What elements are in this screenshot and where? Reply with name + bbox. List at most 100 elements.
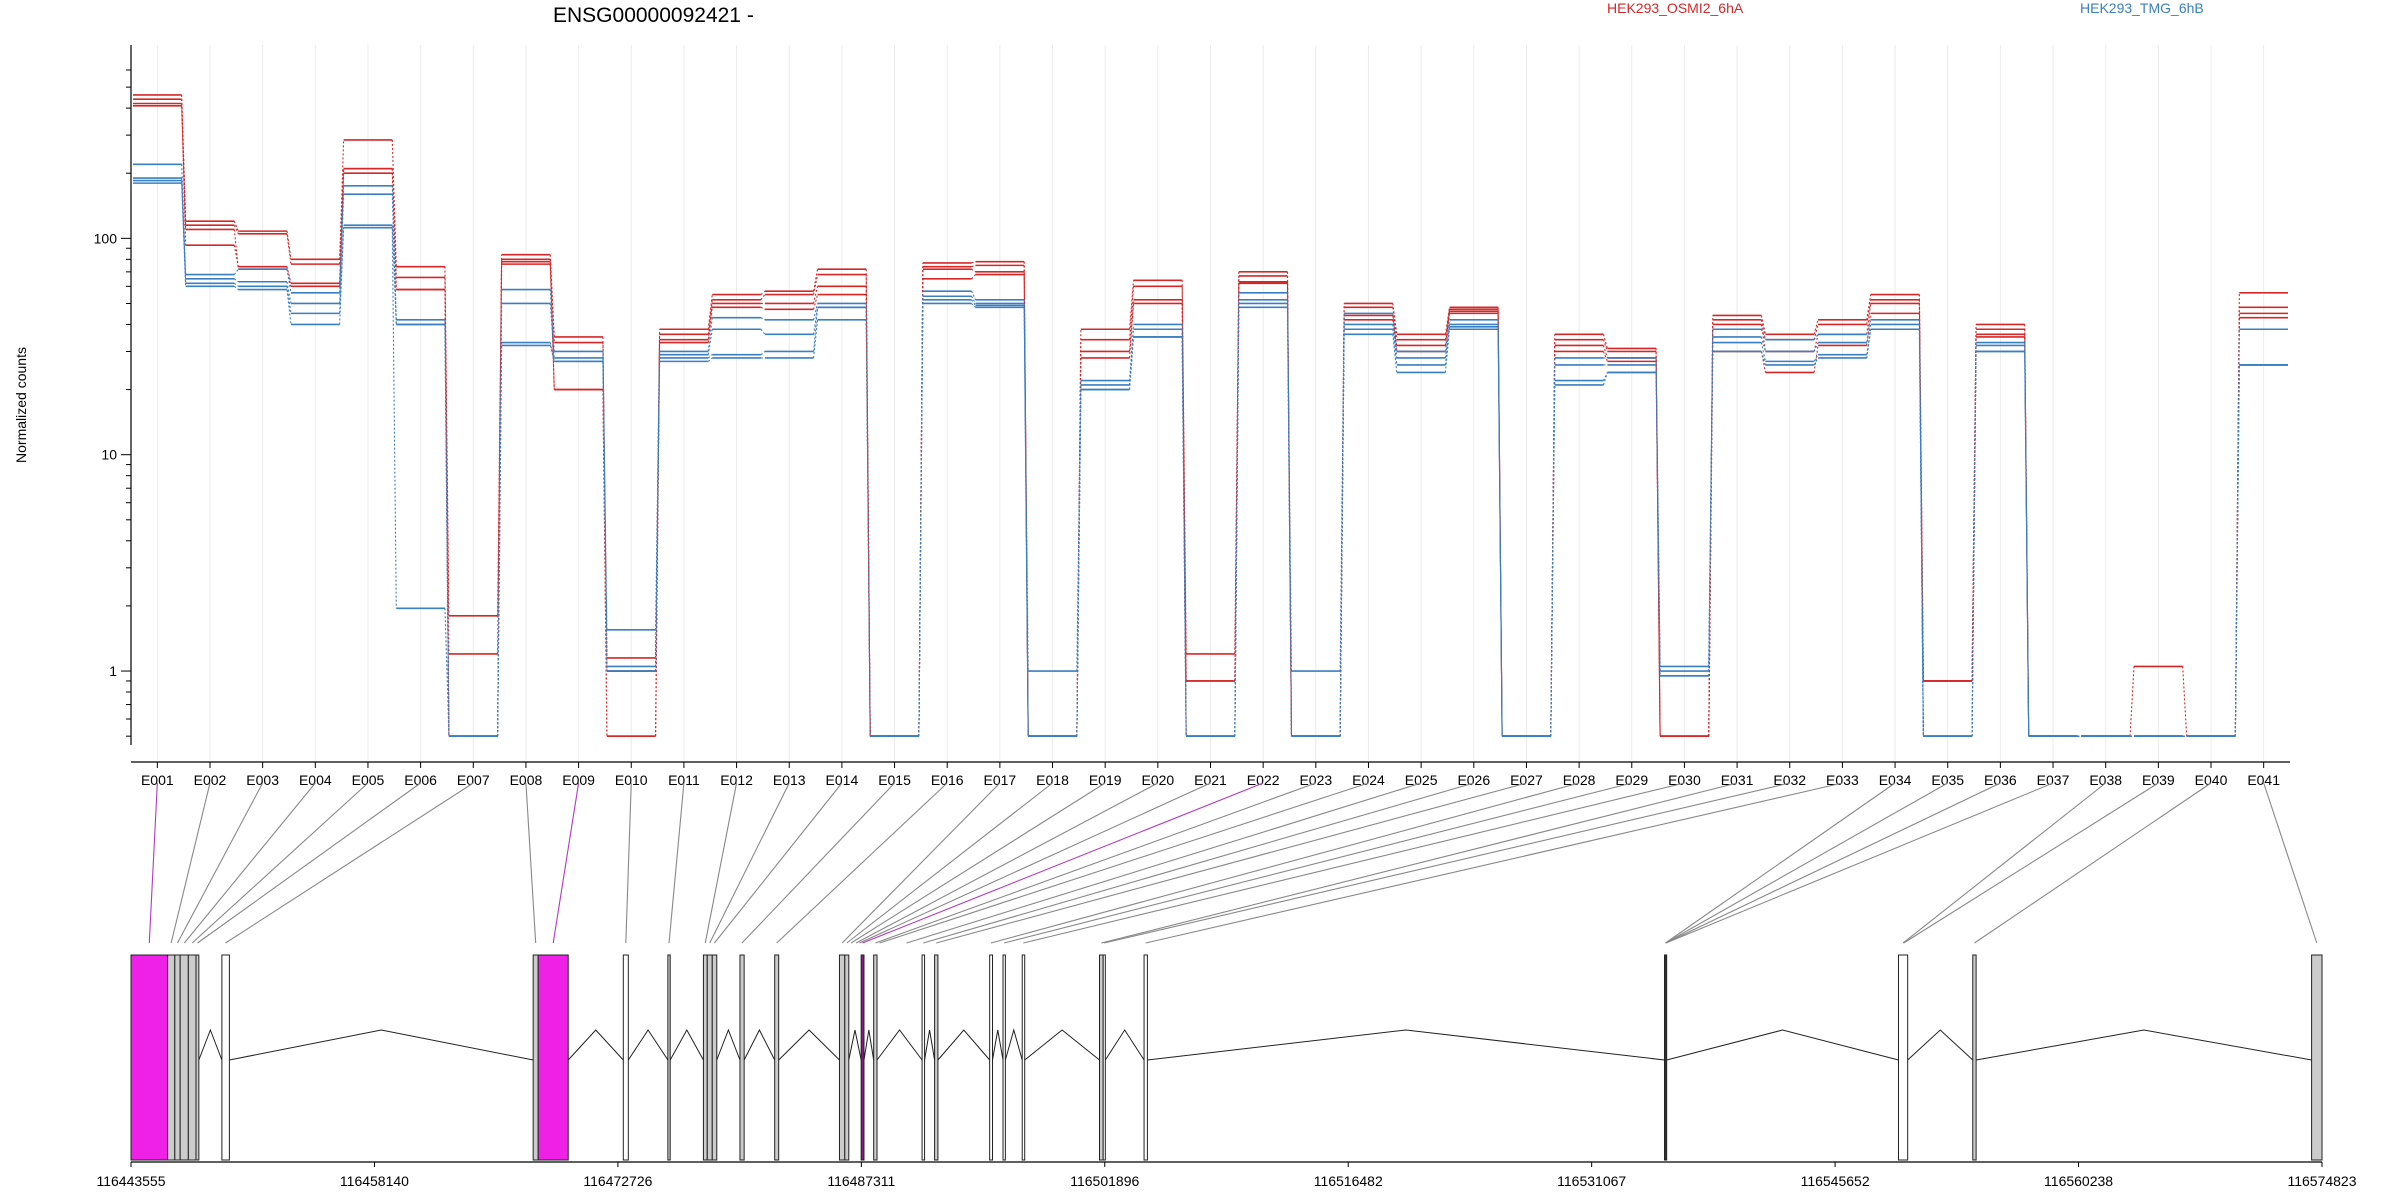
exon-connector: [846, 782, 1053, 944]
series-connector: [391, 225, 397, 325]
exon-box: [622, 954, 629, 1161]
series-connector: [1813, 334, 1819, 352]
series-connector: [1076, 380, 1082, 672]
x-tick-label: E018: [1036, 772, 1069, 788]
exon-connector: [191, 782, 369, 944]
series-connector: [1392, 324, 1398, 359]
exon-box: [1102, 954, 1106, 1161]
series-connector: [233, 221, 239, 232]
series-connector: [971, 295, 977, 304]
series-connector: [1128, 303, 1135, 358]
series-connector: [1444, 329, 1451, 373]
series-connector: [1760, 315, 1766, 335]
exon-connector: [225, 782, 474, 944]
x-tick-label: E003: [246, 772, 279, 788]
series-connector: [971, 261, 976, 264]
series-connector: [971, 299, 976, 306]
series-connector: [760, 306, 766, 310]
x-tick-label: E002: [194, 772, 227, 788]
series-connector: [707, 299, 713, 335]
x-tick-label: E036: [1984, 772, 2017, 788]
series-connector: [971, 274, 976, 280]
series-connector: [233, 224, 239, 234]
x-tick-label: E010: [615, 772, 648, 788]
series-connector: [1866, 319, 1872, 335]
intron-line: [778, 1029, 840, 1061]
series-connector: [760, 317, 766, 321]
x-tick-label: E038: [2089, 772, 2122, 788]
exon-connector: [1903, 782, 2159, 944]
series-connector: [1866, 294, 1872, 320]
exon-box: [532, 954, 539, 1161]
series-connector: [971, 303, 976, 308]
series-connector: [1602, 351, 1608, 362]
exon-connector: [990, 782, 1580, 944]
x-tick-label: E033: [1826, 772, 1859, 788]
series-connector: [339, 173, 345, 287]
series-connector: [1760, 336, 1766, 352]
series-connector: [1866, 299, 1872, 325]
series-connector: [1602, 334, 1608, 349]
genomic-tick-label: 116487311: [827, 1173, 895, 1189]
exon-connector: [2263, 782, 2318, 944]
exon-box: [179, 954, 189, 1161]
genomic-tick-label: 116443555: [96, 1173, 165, 1189]
genomic-tick-label: 116560238: [2044, 1173, 2113, 1189]
series-connector: [813, 307, 819, 352]
x-tick-label: E004: [299, 772, 332, 788]
exon-connector: [1974, 782, 2212, 944]
exon-connector: [525, 782, 537, 944]
series-connector: [1286, 307, 1293, 737]
exon-connector: [625, 782, 632, 944]
series-lines: [133, 94, 2288, 737]
y-tick-label: 100: [94, 230, 118, 246]
series-connector: [286, 289, 292, 325]
intron-line: [1004, 1028, 1023, 1061]
exon-connector: [1104, 782, 1790, 944]
exon-connector: [170, 782, 211, 944]
intron-line: [848, 1029, 862, 1061]
series-connector: [2129, 666, 2135, 737]
x-tick-label: E030: [1668, 772, 1701, 788]
x-tick-label: E040: [2195, 772, 2228, 788]
series-connector: [707, 354, 713, 359]
exon-box: [187, 954, 197, 1161]
series-connector: [233, 229, 239, 270]
exon-box: [174, 954, 181, 1161]
exon-box: [774, 954, 780, 1161]
exon-box: [1972, 954, 1977, 1161]
exon-box: [838, 954, 846, 1161]
exon-connector: [776, 782, 948, 944]
intron-line: [924, 1029, 936, 1061]
intron-line: [716, 1028, 741, 1061]
series-connector: [2024, 351, 2030, 737]
series-connector: [2234, 313, 2240, 737]
series-connector: [1655, 372, 1661, 676]
series-connector: [1023, 307, 1029, 737]
series-connector: [1760, 324, 1766, 352]
exon-box: [934, 954, 939, 1161]
exon-box: [167, 954, 176, 1161]
series-connector: [549, 345, 555, 362]
series-connector: [549, 261, 555, 390]
series-connector: [707, 317, 713, 352]
exon-connector: [923, 782, 1474, 944]
x-tick-label: E024: [1352, 772, 1385, 788]
series-connector: [813, 303, 819, 320]
series-connector: [1813, 354, 1819, 362]
series-connector: [1866, 303, 1872, 335]
exon-connector: [855, 782, 1159, 944]
x-tick-label: E019: [1089, 772, 1122, 788]
series-connector: [391, 173, 397, 290]
x-tick-label: E026: [1457, 772, 1490, 788]
exon-box: [130, 954, 169, 1161]
exon-connectors: [148, 782, 2318, 944]
series-connector: [760, 294, 766, 301]
series-connector: [1655, 361, 1661, 737]
x-tick-label: E041: [2247, 772, 2280, 788]
series-connector: [181, 183, 187, 287]
series-connector: [233, 285, 239, 290]
series-connector: [1760, 351, 1766, 373]
